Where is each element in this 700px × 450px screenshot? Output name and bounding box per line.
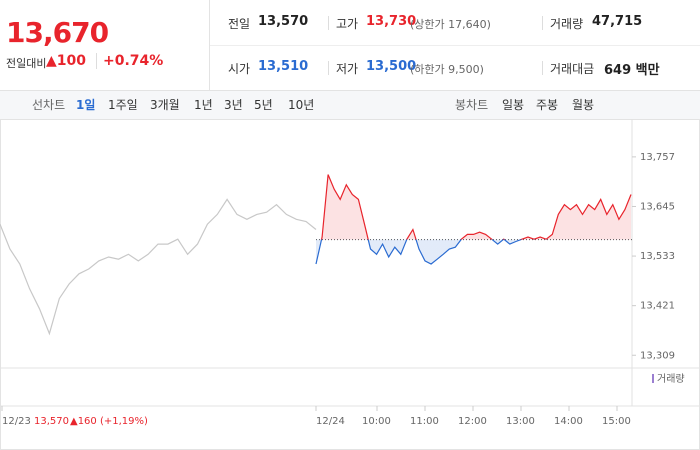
tab-bar	[0, 90, 700, 120]
tab[interactable]: 5년	[254, 98, 273, 112]
tab-label: 봉차트	[455, 98, 489, 112]
x-tick-label: 12/23	[2, 416, 31, 427]
tab[interactable]: 1주일	[108, 98, 138, 112]
stat-label: 시가	[228, 62, 251, 76]
x-tick-label: 11:00	[410, 416, 439, 427]
stat-value: 13,570	[258, 14, 309, 29]
separator	[542, 16, 543, 30]
stat-value: 13,510	[258, 59, 309, 74]
prev-change: ▲160 (+1,19%)	[70, 416, 148, 427]
tab[interactable]: 주봉	[536, 98, 559, 112]
stat-label: 전일	[228, 17, 251, 31]
stat-value: 47,715	[592, 14, 643, 29]
stat-note: (상한가 17,640)	[410, 18, 491, 31]
separator	[328, 61, 329, 75]
tab[interactable]: 1년	[194, 98, 213, 112]
plot-frame	[0, 119, 700, 450]
chart: 13,309 13,421 13,533 13,645 13,757 거래량 12/23 12…	[0, 119, 700, 450]
x-tick-label: 10:00	[362, 416, 391, 427]
x-tick-label: 14:00	[554, 416, 583, 427]
tab-label: 선차트	[32, 98, 66, 112]
change: ▲100	[46, 53, 86, 69]
stat-note: (하한가 9,500)	[410, 63, 484, 76]
change-rate: +0.74%	[96, 53, 163, 69]
separator	[328, 16, 329, 30]
stat-value: 649 백만	[604, 63, 660, 78]
stat-value: 13,730	[366, 14, 417, 29]
stat-label: 거래량	[550, 17, 584, 31]
legend-swatch	[652, 374, 654, 383]
line	[315, 174, 632, 265]
prev-close: 13,570	[34, 416, 69, 427]
legend-label: 거래량	[657, 373, 685, 385]
stat-label: 저가	[336, 62, 359, 76]
y-tick-label: 13,645	[640, 201, 675, 212]
stat-label: 거래대금	[550, 62, 595, 76]
price: 13,670	[6, 16, 109, 49]
line	[0, 198, 317, 336]
y-tick-label: 13,421	[640, 301, 675, 312]
change-label: 전일대비	[6, 57, 47, 70]
tab[interactable]: 월봉	[572, 98, 595, 112]
y-tick-label: 13,757	[640, 152, 675, 163]
tab[interactable]: 10년	[288, 98, 315, 112]
summary-box	[0, 0, 210, 90]
tab[interactable]: 3개월	[150, 98, 180, 112]
divider	[210, 45, 700, 46]
tab[interactable]: 1일	[76, 98, 96, 112]
tab[interactable]: 3년	[224, 98, 243, 112]
x-tick-label: 12/24	[316, 416, 345, 427]
x-tick-label: 12:00	[458, 416, 487, 427]
y-tick-label: 13,533	[640, 251, 675, 262]
x-tick-label: 13:00	[506, 416, 535, 427]
y-tick-label: 13,309	[640, 350, 675, 361]
area	[316, 174, 631, 264]
stat-label: 고가	[336, 17, 359, 31]
stat-value: 13,500	[366, 59, 417, 74]
x-tick-label: 15:00	[602, 416, 631, 427]
separator	[542, 61, 543, 75]
tab[interactable]: 일봉	[502, 98, 525, 112]
